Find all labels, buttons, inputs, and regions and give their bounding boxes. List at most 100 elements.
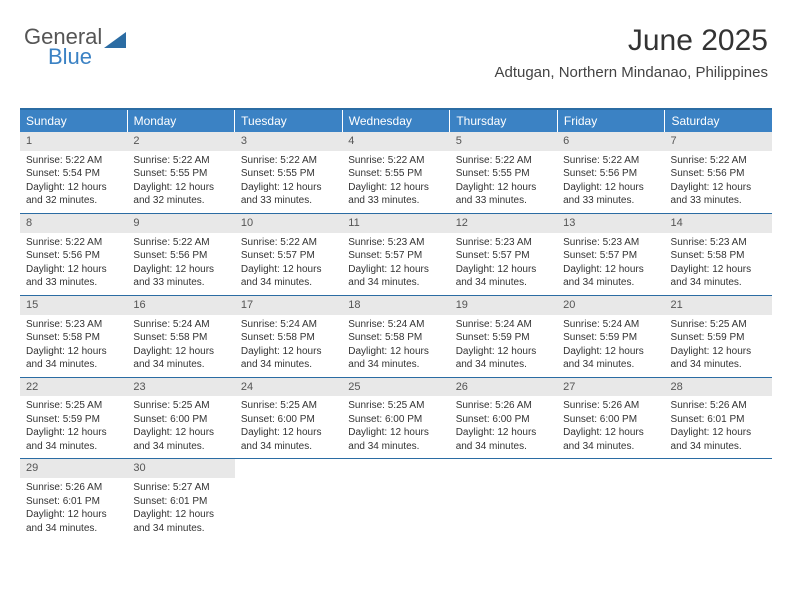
day-number: 16 — [127, 296, 234, 315]
day-number: 22 — [20, 378, 127, 397]
calendar: Sunday Monday Tuesday Wednesday Thursday… — [20, 108, 772, 540]
calendar-day-cell: 7Sunrise: 5:22 AMSunset: 5:56 PMDaylight… — [665, 132, 772, 213]
sunset-line: Sunset: 5:55 PM — [241, 167, 336, 181]
daylight-line: Daylight: 12 hours and 34 minutes. — [563, 263, 658, 290]
daylight-line: Daylight: 12 hours and 32 minutes. — [133, 181, 228, 208]
day-body: Sunrise: 5:22 AMSunset: 5:56 PMDaylight:… — [557, 151, 664, 213]
daylight-line: Daylight: 12 hours and 34 minutes. — [671, 345, 766, 372]
day-body: Sunrise: 5:25 AMSunset: 6:00 PMDaylight:… — [127, 396, 234, 458]
sunset-line: Sunset: 5:57 PM — [348, 249, 443, 263]
calendar-day-cell: 1Sunrise: 5:22 AMSunset: 5:54 PMDaylight… — [20, 132, 127, 213]
sunrise-line: Sunrise: 5:23 AM — [26, 318, 121, 332]
calendar-day-cell: 29Sunrise: 5:26 AMSunset: 6:01 PMDayligh… — [20, 459, 127, 540]
sunrise-line: Sunrise: 5:23 AM — [456, 236, 551, 250]
day-number: 18 — [342, 296, 449, 315]
sunset-line: Sunset: 5:58 PM — [26, 331, 121, 345]
weekday-header: Saturday — [665, 110, 772, 132]
calendar-day-cell: 20Sunrise: 5:24 AMSunset: 5:59 PMDayligh… — [557, 296, 664, 377]
sunrise-line: Sunrise: 5:22 AM — [456, 154, 551, 168]
calendar-day-cell: 15Sunrise: 5:23 AMSunset: 5:58 PMDayligh… — [20, 296, 127, 377]
sunset-line: Sunset: 6:00 PM — [241, 413, 336, 427]
day-body: Sunrise: 5:22 AMSunset: 5:55 PMDaylight:… — [127, 151, 234, 213]
sunset-line: Sunset: 5:55 PM — [133, 167, 228, 181]
sunset-line: Sunset: 6:00 PM — [133, 413, 228, 427]
sunset-line: Sunset: 5:57 PM — [241, 249, 336, 263]
day-number: 24 — [235, 378, 342, 397]
calendar-week-row: 15 Sunrise: 5:23 AMSunset: 5:58 PM Dayligh… — [20, 296, 772, 378]
calendar-day-cell: 28Sunrise: 5:26 AMSunset: 6:01 PMDayligh… — [665, 378, 772, 459]
daylight-line: Daylight: 12 hours and 32 minutes. — [26, 181, 121, 208]
sunset-line: Sunset: 5:54 PM — [26, 167, 121, 181]
day-number: 10 — [235, 214, 342, 233]
day-body: Sunrise: 5:25 AMSunset: 6:00 PMDaylight:… — [235, 396, 342, 458]
day-number: 3 — [235, 132, 342, 151]
location: Adtugan, Northern Mindanao, Philippines — [494, 64, 768, 81]
day-number: 29 — [20, 459, 127, 478]
sunset-line: Sunset: 6:00 PM — [563, 413, 658, 427]
day-number: 19 — [450, 296, 557, 315]
calendar-day-cell: 3Sunrise: 5:22 AMSunset: 5:55 PMDaylight… — [235, 132, 342, 213]
sunrise-line: Sunrise: 5:25 AM — [133, 399, 228, 413]
daylight-line: Daylight: 12 hours and 33 minutes. — [456, 181, 551, 208]
day-number: 30 — [127, 459, 234, 478]
day-body: Sunrise: 5:22 AMSunset: 5:56 PMDaylight:… — [665, 151, 772, 213]
calendar-day-cell: 26Sunrise: 5:26 AMSunset: 6:00 PMDayligh… — [450, 378, 557, 459]
day-number: 21 — [665, 296, 772, 315]
day-number: 1 — [20, 132, 127, 151]
day-number: 13 — [557, 214, 664, 233]
sunset-line: Sunset: 5:55 PM — [348, 167, 443, 181]
daylight-line: Daylight: 12 hours and 33 minutes. — [563, 181, 658, 208]
sunset-line: Sunset: 5:58 PM — [671, 249, 766, 263]
day-body: Sunrise: 5:22 AMSunset: 5:56 PMDaylight:… — [20, 233, 127, 295]
sunrise-line: Sunrise: 5:25 AM — [671, 318, 766, 332]
daylight-line: Daylight: 12 hours and 34 minutes. — [241, 426, 336, 453]
sunset-line: Sunset: 6:00 PM — [456, 413, 551, 427]
sunset-line: Sunset: 5:59 PM — [563, 331, 658, 345]
sunset-line: Sunset: 5:55 PM — [456, 167, 551, 181]
day-body: Sunrise: 5:22 AMSunset: 5:54 PMDaylight:… — [20, 151, 127, 213]
sunrise-line: Sunrise: 5:22 AM — [241, 154, 336, 168]
sunrise-line: Sunrise: 5:22 AM — [348, 154, 443, 168]
daylight-line: Daylight: 12 hours and 34 minutes. — [348, 345, 443, 372]
sunset-line: Sunset: 5:57 PM — [456, 249, 551, 263]
sunrise-line: Sunrise: 5:23 AM — [671, 236, 766, 250]
sunset-line: Sunset: 5:56 PM — [671, 167, 766, 181]
calendar-day-cell: 2Sunrise: 5:22 AMSunset: 5:55 PMDaylight… — [127, 132, 234, 213]
calendar-day-cell: 9Sunrise: 5:22 AMSunset: 5:56 PMDaylight… — [127, 214, 234, 295]
day-number: 15 — [20, 296, 127, 315]
day-body: Sunrise: 5:27 AMSunset: 6:01 PMDaylight:… — [127, 478, 234, 540]
day-number: 12 — [450, 214, 557, 233]
daylight-line: Daylight: 12 hours and 33 minutes. — [348, 181, 443, 208]
sunset-line: Sunset: 6:01 PM — [671, 413, 766, 427]
sunrise-line: Sunrise: 5:22 AM — [26, 154, 121, 168]
calendar-week-row: 8Sunrise: 5:22 AMSunset: 5:56 PMDaylight… — [20, 214, 772, 296]
day-number: 9 — [127, 214, 234, 233]
day-body: Sunrise: 5:24 AMSunset: 5:58 PMDaylight:… — [127, 315, 234, 377]
day-body: Sunrise: 5:26 AMSunset: 6:00 PMDaylight:… — [557, 396, 664, 458]
calendar-day-cell: 11Sunrise: 5:23 AMSunset: 5:57 PMDayligh… — [342, 214, 449, 295]
calendar-day-cell — [557, 459, 664, 540]
calendar-week-row: 22Sunrise: 5:25 AMSunset: 5:59 PMDayligh… — [20, 378, 772, 460]
sunset-line: Sunset: 6:01 PM — [26, 495, 121, 509]
day-body: Sunrise: 5:23 AMSunset: 5:57 PMDaylight:… — [342, 233, 449, 295]
daylight-line: Daylight: 12 hours and 34 minutes. — [456, 345, 551, 372]
calendar-week-row: 29Sunrise: 5:26 AMSunset: 6:01 PMDayligh… — [20, 459, 772, 540]
day-body: Sunrise: 5:23 AMSunset: 5:57 PMDaylight:… — [450, 233, 557, 295]
daylight-line: Daylight: 12 hours and 34 minutes. — [671, 263, 766, 290]
daylight-line: Daylight: 12 hours and 34 minutes. — [348, 263, 443, 290]
day-number: 7 — [665, 132, 772, 151]
month-title: June 2025 — [494, 24, 768, 58]
calendar-weeks: 1Sunrise: 5:22 AMSunset: 5:54 PMDaylight… — [20, 132, 772, 540]
calendar-week-row: 1Sunrise: 5:22 AMSunset: 5:54 PMDaylight… — [20, 132, 772, 214]
daylight-line: Daylight: 12 hours and 34 minutes. — [241, 345, 336, 372]
day-body: Sunrise: 5:22 AMSunset: 5:55 PMDaylight:… — [342, 151, 449, 213]
calendar-day-cell: 8Sunrise: 5:22 AMSunset: 5:56 PMDaylight… — [20, 214, 127, 295]
weekday-header: Thursday — [450, 110, 558, 132]
day-number: 27 — [557, 378, 664, 397]
daylight-line: Daylight: 12 hours and 34 minutes. — [563, 426, 658, 453]
day-body: Sunrise: 5:26 AMSunset: 6:01 PMDaylight:… — [665, 396, 772, 458]
sunrise-line: Sunrise: 5:25 AM — [241, 399, 336, 413]
logo: General Blue — [24, 24, 126, 70]
daylight-line: Daylight: 12 hours and 33 minutes. — [133, 263, 228, 290]
day-body: Sunrise: 5:22 AMSunset: 5:57 PMDaylight:… — [235, 233, 342, 295]
